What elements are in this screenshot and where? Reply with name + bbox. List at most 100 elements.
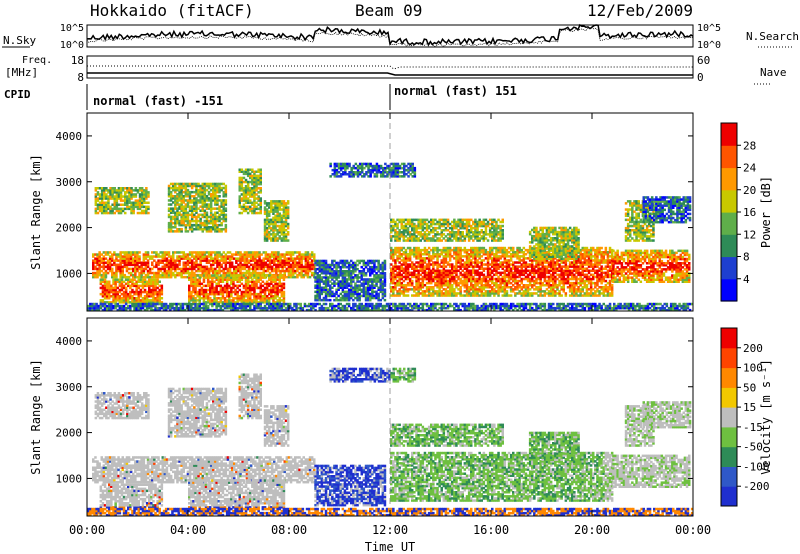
- power-panel-cell: [188, 292, 191, 296]
- power-panel-cell: [313, 255, 316, 258]
- power-panel-cell: [253, 201, 256, 204]
- power-panel-cell: [114, 290, 117, 294]
- power-panel-cell: [178, 184, 181, 188]
- power-panel-cell: [108, 263, 112, 267]
- power-panel-cell: [279, 269, 282, 273]
- power-panel-cells: [87, 162, 694, 312]
- power-panel-cell: [246, 290, 250, 294]
- power-panel-cell: [140, 195, 144, 198]
- power-panel-cell: [184, 226, 188, 229]
- power-panel-cell: [197, 265, 200, 269]
- power-panel-cell: [272, 288, 275, 292]
- power-panel-cell: [134, 201, 138, 204]
- power-panel-cell: [101, 278, 105, 281]
- power-panel-cell: [289, 265, 293, 269]
- power-panel-cell: [182, 190, 185, 194]
- power-panel-cell: [236, 299, 239, 302]
- power-panel-cell: [113, 211, 116, 215]
- power-panel-cell: [242, 205, 246, 209]
- power-panel-cell: [188, 219, 192, 223]
- power-panel-cell: [155, 275, 158, 279]
- power-panel-cell: [114, 286, 117, 290]
- power-panel-cell: [195, 265, 198, 269]
- power-panel-cell: [103, 195, 106, 198]
- power-panel-cell: [115, 265, 118, 269]
- power-panel-cell: [243, 257, 247, 260]
- power-panel-cell: [263, 231, 267, 234]
- power-panel-cell: [114, 299, 117, 302]
- power-panel-cell: [190, 259, 194, 262]
- power-panel-cell: [320, 267, 324, 271]
- power-panel-cell: [108, 290, 111, 294]
- power-panel-cell: [304, 259, 308, 262]
- power-panel-cell: [115, 267, 118, 271]
- power-panel-cell: [188, 207, 192, 210]
- power-panel-cell: [285, 253, 289, 256]
- power-panel-cell: [280, 214, 284, 217]
- power-panel-cell: [329, 298, 332, 302]
- power-panel-cell: [272, 297, 275, 300]
- power-panel-cell: [263, 299, 267, 302]
- power-panel-cell: [237, 251, 240, 254]
- power-panel-cell: [283, 271, 286, 275]
- power-panel-cell: [159, 267, 162, 271]
- power-panel-cell: [151, 275, 154, 279]
- power-panel-cell: [193, 184, 196, 188]
- power-panel-cell: [169, 217, 173, 221]
- power-panel-cell: [238, 201, 241, 204]
- power-panel-cell: [167, 273, 171, 277]
- power-panel-cell: [236, 280, 239, 283]
- power-panel-cell: [129, 286, 132, 290]
- power-panel-cell: [249, 174, 252, 178]
- power-panel-cell: [320, 276, 324, 279]
- power-panel-cell: [263, 202, 267, 205]
- power-panel-cell: [277, 275, 280, 279]
- power-panel-cell: [206, 288, 210, 292]
- freq-unit: [MHz]: [5, 66, 38, 79]
- power-panel-cell: [291, 261, 295, 264]
- power-panel-cell: [224, 223, 228, 227]
- power-panel-cell: [223, 288, 227, 292]
- power-panel-cell: [138, 265, 141, 269]
- power-panel-cell: [155, 273, 158, 277]
- power-panel-cell: [213, 276, 216, 279]
- power-panel-cell: [314, 296, 317, 300]
- power-panel-cell: [270, 269, 274, 273]
- power-panel-cell: [294, 257, 297, 260]
- power-panel-cell: [172, 267, 175, 271]
- power-panel-cell: [232, 299, 235, 302]
- power-panel-cell: [124, 195, 127, 198]
- power-panel-cell: [172, 182, 175, 186]
- power-panel-cell: [167, 215, 171, 219]
- power-panel-cell: [138, 257, 141, 260]
- power-panel-cell: [242, 170, 246, 173]
- power-panel-cell: [161, 255, 164, 258]
- cpid-right-text: normal (fast) 151: [394, 84, 517, 98]
- power-panel-cell: [211, 299, 214, 302]
- power-panel-cell: [304, 257, 308, 260]
- power-panel-cell: [203, 193, 207, 196]
- power-panel-cell: [197, 226, 200, 229]
- power-panel-cell: [129, 267, 133, 271]
- power-panel-cell: [176, 207, 179, 210]
- power-panel-cell: [246, 286, 250, 290]
- power-panel-cell: [103, 189, 106, 192]
- power-panel-cell: [169, 219, 173, 223]
- power-panel-cell: [137, 278, 140, 281]
- power-panel-cell: [265, 284, 269, 288]
- power-panel-cell: [270, 206, 273, 209]
- power-panel-cell: [146, 261, 150, 264]
- power-panel-cell: [212, 271, 215, 275]
- power-panel-cell: [274, 208, 277, 211]
- power-panel-cell: [186, 195, 190, 198]
- power-panel-cell: [180, 215, 183, 219]
- power-panel-cell: [318, 292, 321, 296]
- power-panel-cell: [284, 206, 288, 209]
- power-panel-cell: [201, 195, 204, 198]
- power-panel-cell: [200, 288, 204, 292]
- power-panel-cell: [169, 275, 173, 279]
- power-panel-cell: [257, 178, 260, 182]
- power-panel-cell: [326, 280, 330, 283]
- power-panel-cell: [169, 207, 173, 210]
- power-panel-cell: [98, 197, 102, 200]
